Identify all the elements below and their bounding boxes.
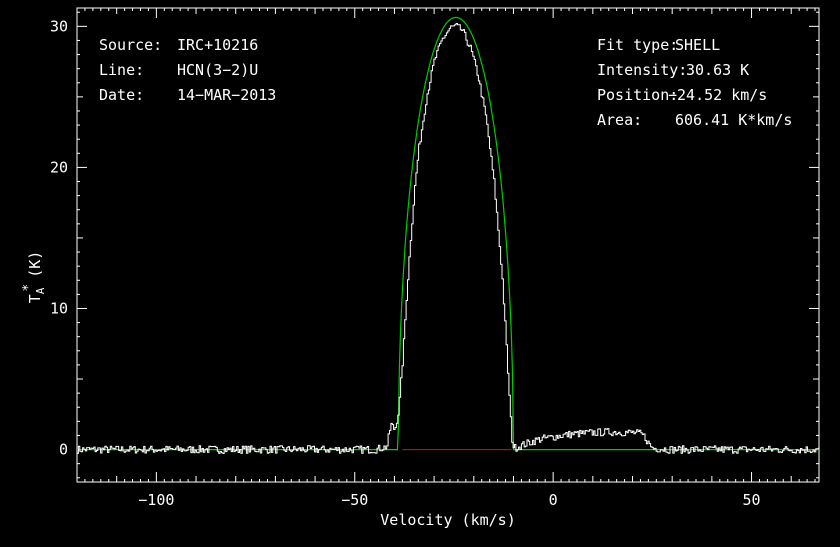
info-intensity-key: Intensity: [597, 61, 687, 79]
info-position-key: Position: [597, 86, 678, 104]
info-source-key: Source: [99, 36, 162, 54]
info-date-key: Date: [99, 86, 144, 104]
y-tick-label: 20 [50, 158, 68, 176]
info-fittype-key: Fit type: [597, 36, 678, 54]
right-info-block: Fit type: SHELL Intensity: 30.63 K Posit… [597, 36, 792, 129]
axis-ticks [76, 8, 819, 482]
info-position-value: −24.52 km/s [668, 86, 767, 104]
y-label-unit: (K) [26, 251, 44, 278]
info-area-value: 606.41 K*km/s [675, 111, 792, 129]
x-tick-label: −50 [341, 491, 368, 509]
y-tick-label: 30 [50, 17, 68, 35]
info-fittype-value: SHELL [675, 36, 720, 54]
info-line-key: Line: [99, 61, 144, 79]
plot-frame [76, 7, 820, 483]
y-label-main: T [26, 294, 44, 303]
info-date-value: 14−MAR−2013 [177, 86, 276, 104]
svg-text:TA*(K): TA* (K) [21, 251, 47, 304]
y-label-sup: * [21, 284, 36, 292]
info-intensity-value: 30.63 K [686, 61, 749, 79]
info-source-value: IRC+10216 [177, 36, 258, 54]
tick-labels: −100 −50 0 50 0 10 20 30 [50, 17, 761, 509]
y-tick-label: 10 [50, 299, 68, 317]
x-axis-label: Velocity (km/s) [380, 511, 515, 529]
info-line-value: HCN(3−2)U [177, 61, 258, 79]
x-tick-label: −100 [138, 491, 174, 509]
y-axis-label: TA* (K) [21, 251, 47, 304]
info-area-key: Area: [597, 111, 642, 129]
y-tick-label: 0 [59, 441, 68, 459]
y-label-sub: A [34, 287, 47, 294]
left-info-block: Source: IRC+10216 Line: HCN(3−2)U Date: … [99, 36, 276, 104]
x-tick-label: 0 [549, 491, 558, 509]
observed-spectrum-line [77, 23, 820, 454]
x-tick-label: 50 [743, 491, 761, 509]
